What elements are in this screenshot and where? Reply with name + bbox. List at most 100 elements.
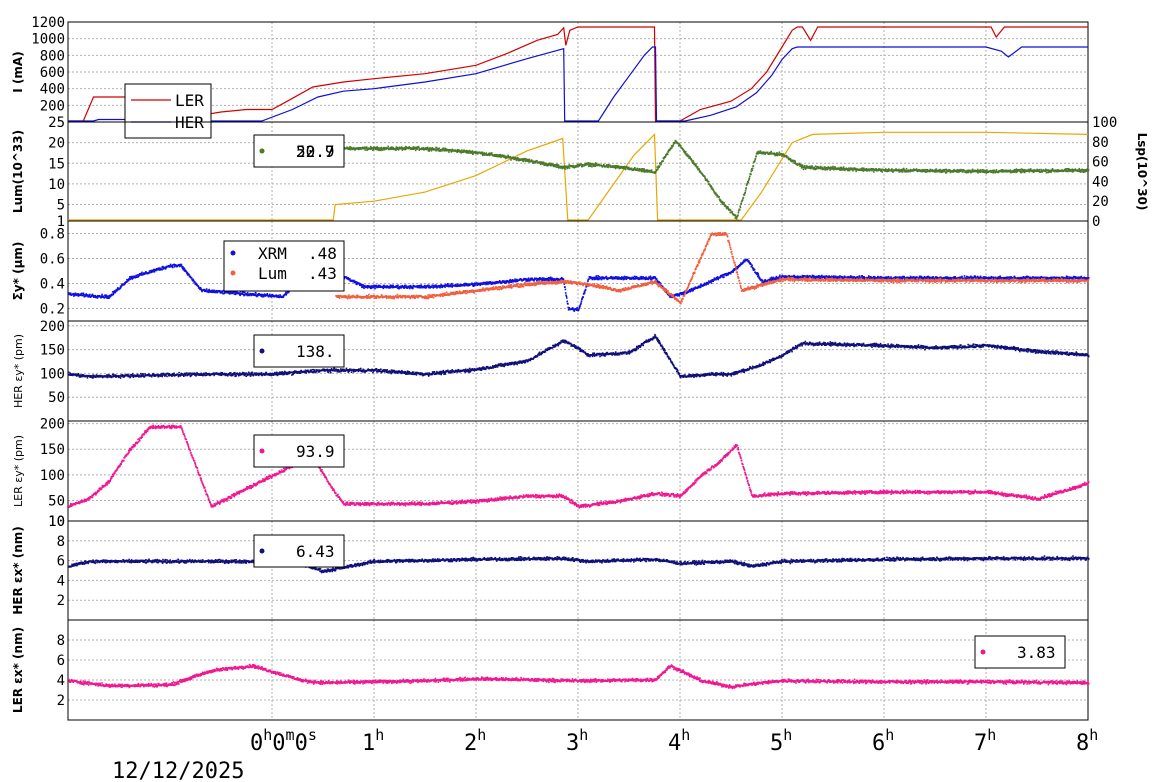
data-point xyxy=(637,168,639,171)
data-point xyxy=(159,269,161,271)
data-point xyxy=(918,275,921,278)
data-point xyxy=(287,290,289,293)
data-point xyxy=(979,275,982,278)
data-point xyxy=(886,276,889,279)
data-point xyxy=(353,279,355,282)
data-point xyxy=(184,268,186,271)
data-point xyxy=(684,151,686,154)
data-point xyxy=(447,283,449,285)
data-point xyxy=(775,275,778,278)
data-point xyxy=(266,293,269,295)
data-point xyxy=(564,168,566,170)
data-point xyxy=(1038,168,1041,171)
data-point xyxy=(581,298,583,300)
data-point xyxy=(801,276,803,279)
data-point xyxy=(747,179,750,182)
data-point xyxy=(983,278,986,280)
data-point xyxy=(958,277,961,280)
data-point xyxy=(800,167,803,169)
data-point xyxy=(713,279,715,281)
series-line xyxy=(68,131,1089,221)
y-tick-label: 20 xyxy=(48,136,65,152)
data-point xyxy=(390,146,393,148)
data-point xyxy=(639,277,641,280)
data-point xyxy=(589,165,592,168)
data-point xyxy=(206,290,209,293)
data-point xyxy=(902,167,905,170)
data-point xyxy=(539,161,541,163)
data-point xyxy=(538,279,540,281)
data-point xyxy=(901,170,903,172)
data-point xyxy=(806,277,808,279)
data-point xyxy=(865,276,868,279)
data-point xyxy=(756,272,759,274)
data-point xyxy=(833,168,836,171)
data-point xyxy=(771,277,774,280)
data-point xyxy=(448,151,450,153)
data-point xyxy=(639,276,642,279)
data-point xyxy=(865,169,867,171)
data-point xyxy=(852,277,855,279)
data-point xyxy=(370,286,372,288)
data-point xyxy=(374,287,376,290)
data-point xyxy=(227,291,230,293)
data-point xyxy=(235,292,237,294)
data-point xyxy=(192,278,194,281)
data-point xyxy=(103,297,106,299)
data-point xyxy=(370,148,372,150)
data-point xyxy=(969,169,972,172)
data-point xyxy=(853,167,856,169)
data-point xyxy=(242,291,245,294)
data-point xyxy=(162,268,165,270)
data-point xyxy=(768,153,771,155)
data-point xyxy=(270,296,272,298)
data-point xyxy=(444,149,447,152)
data-point xyxy=(801,274,804,277)
y-right-tick-label: 20 xyxy=(1092,194,1109,210)
data-point xyxy=(114,291,116,294)
data-point xyxy=(390,286,392,288)
data-point xyxy=(689,156,691,159)
data-point xyxy=(401,285,404,287)
data-point xyxy=(106,297,108,299)
data-point xyxy=(779,274,781,277)
data-point xyxy=(186,271,189,274)
data-point xyxy=(615,164,618,167)
data-point xyxy=(1000,169,1003,171)
data-point xyxy=(759,150,762,152)
data-point xyxy=(1027,275,1030,278)
data-point xyxy=(88,295,90,298)
data-point xyxy=(1019,276,1022,279)
data-point xyxy=(554,165,557,167)
data-point xyxy=(231,292,234,295)
data-point xyxy=(629,278,631,280)
data-point xyxy=(511,281,513,283)
data-point xyxy=(623,278,625,281)
y-right-tick-label: 60 xyxy=(1092,155,1109,171)
data-point xyxy=(77,295,80,297)
data-point xyxy=(674,142,676,144)
data-point xyxy=(215,289,218,292)
data-point xyxy=(990,170,993,172)
data-point xyxy=(802,168,805,171)
data-point xyxy=(977,172,979,174)
data-point xyxy=(372,285,374,288)
data-point xyxy=(895,168,897,170)
data-point xyxy=(869,277,871,279)
data-point xyxy=(932,276,934,278)
data-point xyxy=(1067,170,1069,173)
data-point xyxy=(623,275,626,278)
data-point xyxy=(788,274,790,277)
data-point xyxy=(764,279,767,281)
data-point xyxy=(499,153,502,156)
data-point xyxy=(1041,171,1043,173)
y-tick-label: 1000 xyxy=(31,32,65,48)
data-point xyxy=(916,276,918,278)
data-point xyxy=(1082,171,1085,173)
data-point xyxy=(246,292,249,294)
data-point xyxy=(689,290,692,293)
data-point xyxy=(426,285,429,288)
data-point xyxy=(479,283,481,286)
data-point xyxy=(949,169,951,172)
data-point xyxy=(684,153,687,155)
